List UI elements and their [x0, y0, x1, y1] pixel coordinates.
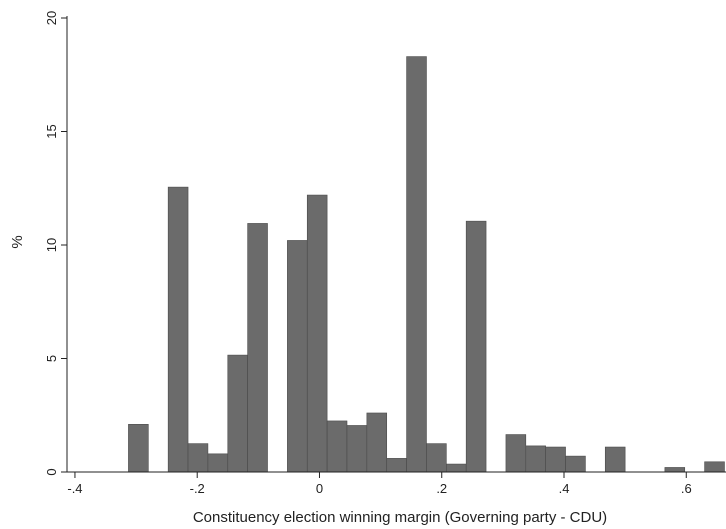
histogram-bar-11	[366, 412, 388, 473]
x-tick-label-2: -.2	[190, 481, 205, 496]
histogram-bar-18	[525, 445, 546, 473]
histogram-bar-4	[207, 453, 229, 473]
histogram-bar-1	[128, 424, 149, 473]
y-axis-title: %	[9, 235, 26, 248]
histogram-bar-23	[704, 461, 725, 473]
histogram-bar-8	[306, 194, 328, 473]
x-tick-label-1: -.4	[67, 481, 82, 496]
x-axis-title: Constituency election winning margin (Go…	[193, 509, 607, 526]
histogram-bar-21	[604, 446, 626, 473]
y-tick-label-5: 20	[44, 11, 59, 25]
x-tick-label-4: .2	[436, 481, 447, 496]
y-tick-label-3: 10	[44, 238, 59, 252]
histogram-bar-5	[227, 354, 248, 473]
y-tick-label-2: 5	[44, 355, 59, 362]
histogram-bar-17	[505, 434, 527, 473]
histogram-bar-20	[565, 455, 586, 473]
x-tick-label-5: .4	[559, 481, 570, 496]
histogram-bar-9	[326, 420, 348, 473]
y-tick-label-4: 15	[44, 124, 59, 138]
histogram-bar-15	[446, 463, 467, 473]
histogram-bars	[128, 56, 725, 473]
histogram-bar-6	[247, 223, 268, 473]
histogram-bar-22	[664, 467, 686, 473]
histogram-bar-12	[386, 458, 407, 473]
histogram-bar-7	[287, 240, 308, 473]
histogram-bar-2	[167, 186, 189, 473]
histogram-bar-13	[406, 56, 427, 473]
histogram-bar-19	[545, 446, 566, 473]
x-tick-label-3: 0	[316, 481, 323, 496]
histogram-bar-3	[187, 443, 209, 473]
histogram-bar-14	[426, 443, 447, 473]
histogram-bar-16	[465, 220, 487, 473]
axes: -.4 -.2 0 .2 .4 .6 0 5 10 15 20	[44, 11, 726, 496]
x-tick-label-6: .6	[681, 481, 692, 496]
y-tick-label-1: 0	[44, 468, 59, 475]
histogram-bar-10	[346, 425, 368, 473]
